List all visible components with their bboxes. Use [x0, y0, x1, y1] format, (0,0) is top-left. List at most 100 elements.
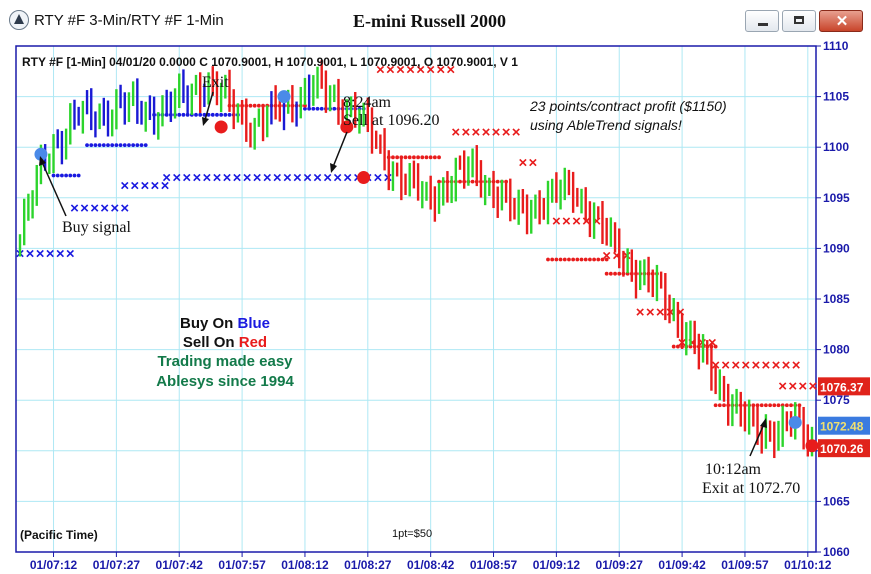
- red-stop-x-mark: ×: [711, 357, 720, 374]
- sell-signal-dot: [340, 120, 354, 134]
- x-tick-label: 01/08:57: [470, 558, 518, 572]
- exit-label: Exit: [202, 74, 229, 91]
- red-stop-dot: [546, 257, 550, 262]
- buy-on-blue-text: Buy On Blue: [180, 315, 270, 332]
- red-stop-dot: [495, 179, 500, 184]
- red-stop-x-mark: ×: [416, 61, 425, 78]
- red-stop-dot: [588, 257, 592, 262]
- blue-stop-dot: [332, 106, 337, 111]
- blue-stop-dot: [64, 173, 68, 178]
- blue-stop-x-mark: ×: [273, 170, 282, 187]
- x-tick-label: 01/08:27: [344, 558, 392, 572]
- red-stop-x-mark: ×: [529, 154, 538, 171]
- red-stop-dot: [248, 103, 253, 108]
- blue-stop-x-mark: ×: [213, 170, 222, 187]
- red-stop-x-mark: ×: [731, 357, 740, 374]
- x-tick-label: 01/10:12: [784, 558, 832, 572]
- blue-stop-x-mark: ×: [110, 200, 119, 217]
- blue-stop-x-mark: ×: [313, 170, 322, 187]
- blue-stop-x-mark: ×: [36, 245, 45, 262]
- sell-arrow: [332, 131, 348, 168]
- red-stop-x-mark: ×: [396, 61, 405, 78]
- red-stop-x-mark: ×: [572, 213, 581, 230]
- maximize-button[interactable]: [782, 10, 816, 32]
- red-stop-x-mark: ×: [688, 335, 697, 352]
- blue-stop-dot: [307, 106, 312, 111]
- red-stop-dot: [470, 179, 475, 184]
- blue-stop-dot: [198, 112, 203, 117]
- y-tick-label: 1060: [823, 545, 850, 559]
- red-stop-dot: [458, 179, 462, 184]
- blue-stop-dot: [122, 143, 127, 148]
- blue-stop-x-mark: ×: [192, 170, 201, 187]
- price-badge-label: 1070.26: [820, 442, 864, 456]
- red-stop-dot: [407, 155, 412, 160]
- red-stop-dot: [583, 257, 588, 262]
- red-stop-x-mark: ×: [741, 357, 750, 374]
- blue-stop-x-mark: ×: [373, 170, 382, 187]
- x-tick-label: 01/07:27: [93, 558, 141, 572]
- red-stop-dot: [424, 155, 429, 160]
- red-stop-x-mark: ×: [788, 378, 797, 395]
- blue-stop-dot: [135, 143, 140, 148]
- maximize-icon: [794, 16, 804, 24]
- price-chart[interactable]: × × × × ×× × × × × ×× × × × ×× × × × × × × × × × × × × × × × × × × ×× × × ×…: [0, 40, 871, 574]
- red-stop-x-mark: ×: [782, 357, 791, 374]
- blue-stop-dot: [85, 143, 89, 148]
- buy-arrow: [41, 161, 67, 217]
- timezone-note: (Pacific Time): [20, 528, 98, 542]
- red-stop-x-mark: ×: [446, 61, 455, 78]
- blue-stop-x-mark: ×: [120, 200, 129, 217]
- blue-stop-x-mark: ×: [343, 170, 352, 187]
- blue-stop-dot: [319, 106, 324, 111]
- close-button[interactable]: ✕: [819, 10, 863, 32]
- blue-stop-dot: [181, 112, 186, 117]
- blue-stop-dot: [227, 112, 232, 117]
- blue-stop-x-mark: ×: [293, 170, 302, 187]
- buy-signal-label: Buy signal: [62, 219, 131, 236]
- red-stop-x-mark: ×: [376, 61, 385, 78]
- y-tick-label: 1095: [823, 191, 850, 205]
- blue-stop-x-mark: ×: [263, 170, 272, 187]
- exit2-time-label: 10:12am: [705, 461, 762, 478]
- tagline-2: Ablesys since 1994: [156, 373, 294, 390]
- x-tick-label: 01/09:27: [596, 558, 644, 572]
- blue-stop-x-mark: ×: [66, 245, 75, 262]
- minimize-button[interactable]: [745, 10, 779, 32]
- blue-stop-dot: [60, 173, 64, 178]
- blue-stop-dot: [131, 143, 136, 148]
- red-stop-x-mark: ×: [482, 124, 491, 141]
- blue-stop-dot: [89, 143, 94, 148]
- signals-layer: [34, 90, 819, 453]
- red-stop-x-mark: ×: [406, 61, 415, 78]
- blue-stop-x-mark: ×: [56, 245, 65, 262]
- red-stop-dot: [596, 257, 601, 262]
- y-tick-label: 1065: [823, 494, 850, 508]
- red-stop-x-mark: ×: [708, 335, 717, 352]
- red-stop-dot: [592, 257, 596, 262]
- price-badge-bg: [818, 439, 870, 458]
- red-stop-dot: [575, 257, 580, 262]
- red-stop-dot: [571, 257, 576, 262]
- price-badge-label: 1076.37: [820, 380, 864, 394]
- red-stop-x-mark: ×: [808, 378, 817, 395]
- y-tick-label: 1105: [823, 90, 849, 104]
- red-stop-x-mark: ×: [562, 213, 571, 230]
- red-stop-x-mark: ×: [646, 304, 655, 321]
- red-stop-dot: [604, 257, 609, 262]
- window-title: RTY #F 3-Min/RTY #F 1-Min: [34, 12, 224, 29]
- exit-arrowhead-icon: [202, 117, 209, 126]
- red-stop-x-mark: ×: [451, 124, 460, 141]
- red-stop-x-mark: ×: [778, 378, 787, 395]
- x-axis: 01/07:12 01/07:27 01/07:42 01/07:57 01/08:12…: [30, 552, 832, 572]
- red-stop-dot: [676, 344, 680, 349]
- blue-stop-x-mark: ×: [243, 170, 252, 187]
- blue-stop-dot: [223, 112, 228, 117]
- buy-signal-dot: [34, 147, 48, 161]
- app-logo-icon: [9, 10, 29, 30]
- buy-on-prefix: Buy On: [180, 315, 238, 332]
- red-stop-dot: [567, 257, 571, 262]
- blue-stop-x-mark: ×: [162, 170, 171, 187]
- sell-arrowhead-icon: [330, 163, 337, 173]
- blue-stop-dot: [215, 112, 219, 117]
